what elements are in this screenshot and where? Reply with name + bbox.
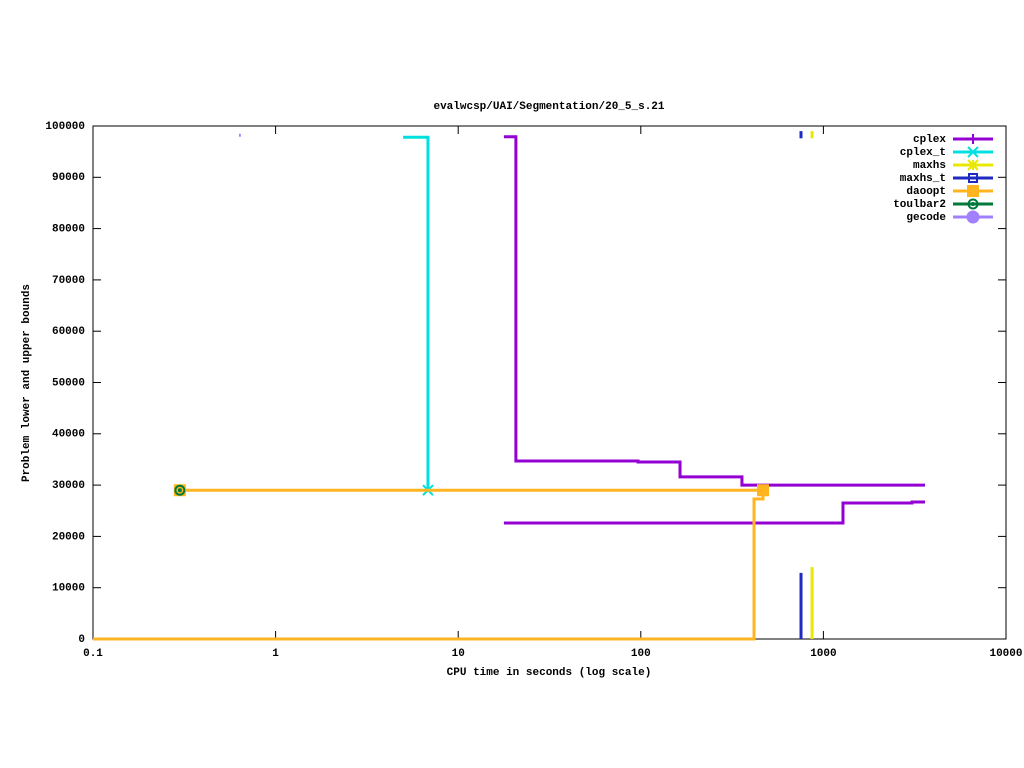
legend-label: daoopt <box>906 186 946 198</box>
y-tick-label: 20000 <box>52 531 85 543</box>
y-axis-label: Problem lower and upper bounds <box>21 284 33 482</box>
marker-shape <box>757 484 770 497</box>
x-tick-label: 0.1 <box>83 648 103 660</box>
y-tick-label: 80000 <box>52 224 85 236</box>
x-tick-label: 100 <box>631 648 651 660</box>
y-tick-label: 70000 <box>52 275 85 287</box>
marker-shape <box>967 198 979 210</box>
y-tick-label: 100000 <box>45 121 85 133</box>
y-tick-label: 90000 <box>52 172 85 184</box>
marker-stroke <box>967 159 979 171</box>
step-line <box>503 500 925 525</box>
marker <box>968 173 978 183</box>
y-tick-label: 10000 <box>52 583 85 595</box>
chart-title: evalwcsp/UAI/Segmentation/20_5_s.21 <box>433 101 664 113</box>
y-tick-label: 50000 <box>52 377 85 389</box>
x-tick-label: 10000 <box>989 648 1022 660</box>
legend-label: toulbar2 <box>893 199 946 211</box>
x-tick-label: 1000 <box>810 648 836 660</box>
y-tick-label: 0 <box>78 634 85 646</box>
marker-shape <box>966 210 980 224</box>
marker-shape <box>177 488 182 493</box>
x-tick-label: 1 <box>272 648 279 660</box>
step-line <box>403 135 430 491</box>
marker-shape <box>967 185 979 197</box>
x-tick-label: 10 <box>452 648 465 660</box>
marker-shape <box>968 173 978 183</box>
marker <box>757 484 770 497</box>
marker <box>174 484 186 496</box>
marker-shape <box>971 202 975 206</box>
marker <box>967 146 979 158</box>
legend-label: maxhs_t <box>900 173 946 185</box>
y-tick-label: 30000 <box>52 480 85 492</box>
marker <box>966 210 980 224</box>
marker <box>967 159 979 171</box>
marker-stroke <box>967 146 979 158</box>
marker <box>968 134 978 144</box>
legend-label: cplex <box>913 134 946 146</box>
step-line <box>503 135 925 487</box>
marker <box>967 198 979 210</box>
x-axis-label: CPU time in seconds (log scale) <box>447 667 652 679</box>
legend-label: gecode <box>906 212 946 224</box>
legend-label: cplex_t <box>900 147 946 159</box>
marker <box>967 185 979 197</box>
y-tick-label: 40000 <box>52 429 85 441</box>
y-tick-label: 60000 <box>52 326 85 338</box>
marker-shape <box>174 484 186 496</box>
legend-label: maxhs <box>913 160 946 172</box>
